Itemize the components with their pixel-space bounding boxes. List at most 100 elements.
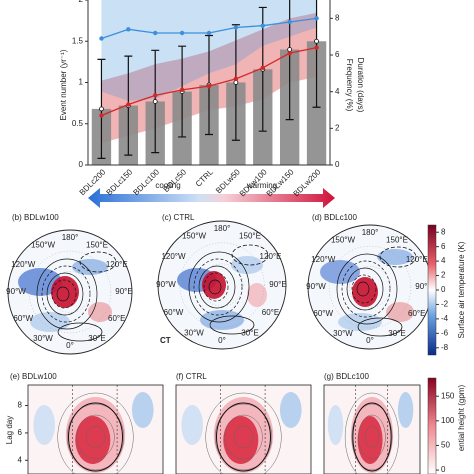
mean-dot bbox=[287, 47, 293, 52]
map-border bbox=[157, 220, 287, 350]
y-tick-label: 8 bbox=[18, 401, 23, 410]
graticule bbox=[349, 266, 391, 308]
longitude-label: 120°W bbox=[311, 255, 336, 264]
contour bbox=[341, 260, 391, 318]
line-marker bbox=[179, 87, 185, 93]
graticule bbox=[200, 263, 244, 307]
panel-frame bbox=[27, 384, 164, 474]
longitude-label: 30°W bbox=[184, 329, 204, 338]
mean-dot bbox=[152, 99, 158, 104]
colorbar-tick-label: -4 bbox=[441, 314, 449, 323]
y2-tick-label: 2 bbox=[335, 123, 340, 132]
longitude-label: 150°E bbox=[86, 240, 108, 249]
line-marker bbox=[153, 30, 158, 36]
x-tick-label: CTRL bbox=[194, 167, 216, 189]
contour bbox=[224, 414, 263, 460]
anomaly-shading bbox=[18, 268, 62, 296]
contour bbox=[68, 402, 123, 472]
contour bbox=[56, 286, 70, 302]
mean-dot bbox=[99, 106, 104, 112]
y-tick-label: 4 bbox=[18, 455, 23, 464]
map bbox=[308, 225, 432, 349]
shading bbox=[397, 392, 414, 428]
longitude-label: 120°E bbox=[406, 255, 428, 264]
contour bbox=[57, 322, 103, 342]
contour bbox=[208, 279, 222, 295]
colorbar-tick-label: 6 bbox=[441, 242, 446, 251]
y-tick-label: 1 bbox=[79, 78, 84, 87]
arrow-left-label: cooling bbox=[155, 181, 180, 190]
anomaly-shading bbox=[352, 277, 378, 307]
contour bbox=[365, 425, 379, 449]
contour bbox=[41, 265, 91, 323]
graticule bbox=[49, 271, 91, 313]
contour bbox=[352, 402, 392, 472]
longitude-label: 60°W bbox=[313, 309, 333, 318]
panel-label: (d) BDLc100 bbox=[312, 213, 357, 222]
colorbar-label: ential height (gpm) bbox=[457, 385, 466, 452]
colorbar-tick-label: 4 bbox=[441, 256, 446, 265]
line-marker bbox=[260, 65, 265, 71]
y-tick-label: 6 bbox=[18, 428, 23, 437]
longitude-label: 0° bbox=[218, 336, 226, 345]
x-tick-label: BDLc200 bbox=[78, 167, 108, 197]
line-marker bbox=[179, 30, 185, 36]
longitude-label: 30°W bbox=[33, 334, 53, 343]
contour bbox=[231, 244, 269, 266]
contour bbox=[36, 258, 98, 330]
line-marker bbox=[287, 19, 292, 25]
line-marker bbox=[99, 36, 104, 41]
contour bbox=[216, 402, 271, 472]
contour bbox=[188, 251, 250, 323]
contour bbox=[57, 392, 134, 474]
panel-label: (b) BDLw100 bbox=[12, 213, 59, 222]
x-tick-label: BDLw200 bbox=[292, 167, 323, 198]
map-note: CT bbox=[160, 336, 171, 345]
mean-dot bbox=[233, 80, 239, 85]
contour bbox=[203, 272, 229, 302]
y2-tick-label: 0 bbox=[335, 160, 340, 169]
arrow bbox=[88, 188, 335, 208]
longitude-label: 150°W bbox=[31, 240, 56, 249]
contour bbox=[198, 265, 236, 309]
colorbar-tick-label: 50 bbox=[441, 441, 450, 450]
longitude-label: 0° bbox=[366, 336, 374, 345]
shading bbox=[279, 392, 302, 428]
longitude-label: 120°E bbox=[260, 252, 282, 261]
shading bbox=[223, 416, 259, 464]
line-marker bbox=[260, 23, 265, 28]
contour bbox=[344, 392, 400, 474]
contour bbox=[357, 317, 403, 337]
y-tick-label: 0 bbox=[79, 160, 84, 169]
map bbox=[8, 230, 132, 354]
colorbar bbox=[427, 377, 437, 474]
colorbar-tick-label: 8 bbox=[441, 227, 446, 236]
longitude-label: 60°W bbox=[164, 308, 184, 317]
longitude-label: 30°E bbox=[88, 334, 105, 343]
longitude-label: 60°E bbox=[262, 308, 279, 317]
line-marker bbox=[233, 76, 239, 82]
y-tick-label: 1.5 bbox=[72, 36, 84, 45]
colorbar-tick-label: 150 bbox=[441, 391, 455, 400]
contour bbox=[79, 251, 117, 273]
contour bbox=[233, 425, 254, 449]
contour bbox=[76, 414, 115, 460]
longitude-label: 120°E bbox=[106, 260, 128, 269]
line-marker bbox=[206, 83, 212, 89]
line-marker bbox=[126, 27, 131, 32]
longitude-label: 60°E bbox=[108, 314, 125, 323]
y-tick-label: 2 bbox=[79, 0, 84, 4]
map-border bbox=[7, 229, 133, 355]
colorbar-tick-label: 0 bbox=[441, 285, 446, 294]
anomaly-shading bbox=[377, 249, 413, 265]
contour bbox=[85, 425, 106, 449]
contour bbox=[336, 253, 398, 325]
x-tick-label: BDLc150 bbox=[105, 167, 135, 197]
contour bbox=[351, 403, 393, 471]
colorbar-tick-label: -2 bbox=[441, 300, 449, 309]
contour bbox=[205, 392, 282, 474]
longitude-label: 60°E bbox=[408, 309, 425, 318]
contour bbox=[46, 272, 84, 316]
line-marker bbox=[233, 25, 239, 30]
